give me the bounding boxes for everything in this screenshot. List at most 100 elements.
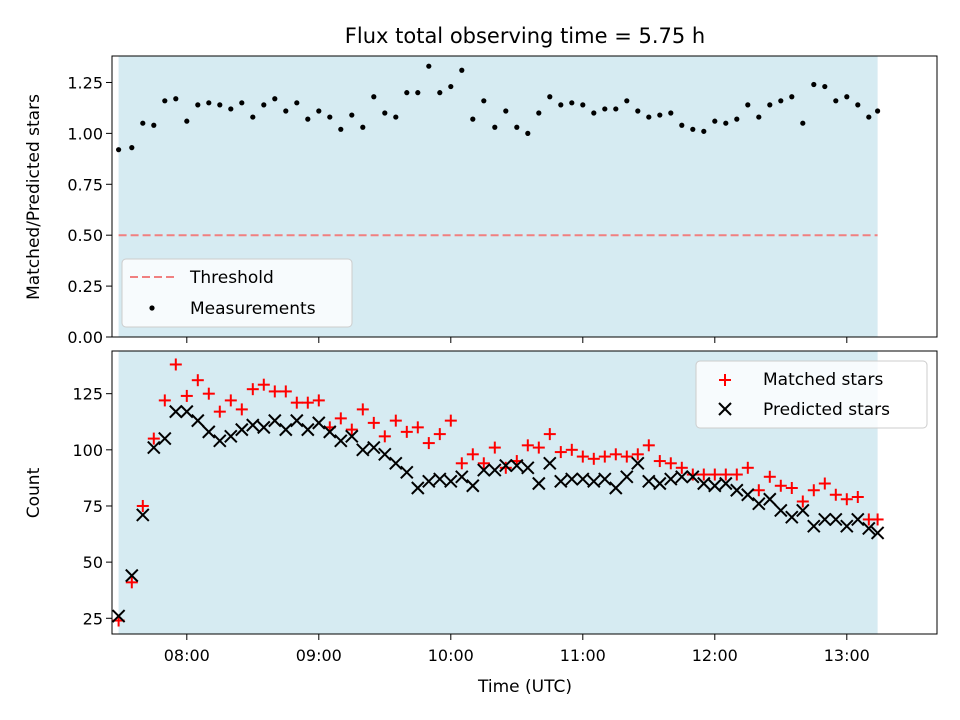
predicted-star-point: [521, 461, 535, 475]
predicted-star-point: [620, 470, 634, 484]
measurement-point: [833, 98, 839, 104]
predicted-star-point: [870, 526, 885, 540]
matched-star-point: [598, 450, 611, 463]
matched-star-point: [730, 468, 743, 481]
predicted-star-point: [312, 416, 326, 430]
predicted-star-point: [257, 420, 271, 435]
predicted-star-point: [191, 413, 205, 428]
predicted-star-point: [653, 476, 667, 491]
matched-star-point: [422, 437, 435, 450]
matched-star-point: [312, 394, 325, 407]
measurement-point: [184, 118, 190, 124]
measurement-point: [778, 98, 784, 104]
top-legend: Threshold Measurements: [121, 258, 353, 328]
legend-threshold-label: Threshold: [189, 268, 274, 288]
matched-star-point: [301, 396, 314, 409]
matched-star-point: [697, 468, 710, 481]
measurement-point: [283, 108, 289, 114]
matched-star-point: [158, 394, 171, 407]
predicted-star-point: [213, 434, 227, 448]
measurement-point: [547, 94, 553, 100]
predicted-star-point: [411, 481, 425, 495]
bottom-xtick-label: 13:00: [824, 646, 870, 665]
predicted-star-point: [598, 472, 612, 486]
predicted-star-point: [279, 422, 293, 437]
matched-star-point: [499, 461, 512, 474]
measurement-point: [140, 120, 146, 126]
matched-star-point: [378, 430, 391, 443]
measurement-point: [514, 124, 520, 130]
predicted-star-point: [862, 521, 876, 536]
matched-star-point: [466, 448, 479, 461]
matched-star-point: [675, 461, 688, 474]
top-ytick-label: 0.75: [67, 175, 103, 194]
measurement-point: [811, 81, 817, 88]
predicted-star-point: [433, 472, 447, 486]
figure-title: Flux total observing time = 5.75 h: [345, 24, 705, 48]
measurement-point: [712, 118, 718, 124]
predicted-star-point: [829, 512, 843, 527]
matched-star-point: [334, 412, 347, 425]
predicted-star-point: [708, 479, 722, 493]
top-panel-ratio: 0.00 0.25 0.50 0.75 1.00 1.25 Matched/Predict…: [24, 55, 938, 347]
predicted-star-point: [455, 470, 469, 484]
measurement-point: [250, 114, 256, 120]
matched-star-point: [235, 403, 248, 416]
measurement-point: [272, 96, 278, 102]
matched-star-point: [532, 441, 545, 454]
legend-predicted-label: Predicted stars: [763, 400, 890, 420]
predicted-star-point: [840, 519, 854, 533]
predicted-star-point: [422, 474, 436, 488]
predicted-star-point: [609, 481, 623, 495]
matched-star-point: [708, 468, 721, 481]
top-ytick-label: 0.00: [67, 328, 103, 347]
predicted-star-point: [224, 429, 238, 444]
predicted-star-point: [301, 422, 315, 437]
predicted-star-point: [180, 404, 194, 419]
measurement-point: [646, 114, 652, 120]
bottom-ytick-label: 25: [83, 609, 103, 628]
predicted-star-point: [631, 456, 645, 471]
measurement-point: [437, 90, 443, 96]
matched-star-point: [587, 452, 600, 465]
predicted-star-point: [752, 497, 766, 511]
measurement-point: [162, 98, 168, 104]
measurement-point: [151, 122, 157, 128]
measurement-point: [800, 120, 806, 126]
matched-star-point: [840, 493, 853, 506]
predicted-star-point: [697, 476, 711, 491]
measurement-point: [679, 122, 685, 128]
matched-star-point: [411, 421, 424, 434]
matched-star-point: [851, 490, 864, 503]
predicted-star-point: [378, 447, 392, 462]
measurement-point: [503, 108, 509, 114]
bottom-xtick-label: 08:00: [164, 646, 210, 665]
matched-star-point: [290, 396, 303, 409]
measurement-point: [580, 102, 586, 108]
matched-star-point: [818, 477, 831, 490]
matched-star-point: [664, 457, 677, 470]
matched-star-point: [433, 428, 446, 441]
predicted-star-point: [136, 508, 150, 522]
measurement-point: [602, 106, 608, 112]
measurement-point: [459, 67, 465, 73]
measurement-point: [668, 110, 674, 116]
matched-star-point: [554, 446, 567, 459]
matched-star-point: [763, 470, 776, 483]
bottom-xtick-label: 11:00: [560, 646, 606, 665]
predicted-star-point: [675, 470, 689, 484]
matched-star-point: [543, 428, 556, 441]
bottom-legend: Matched stars Predicted stars: [695, 360, 928, 429]
matched-star-point: [796, 495, 809, 508]
predicted-star-point: [565, 472, 579, 486]
predicted-star-point: [111, 609, 126, 623]
matched-star-point: [367, 416, 380, 429]
predicted-star-point: [730, 483, 744, 497]
bottom-panel-counts: 25 50 75 100 125 08:00 09:00 10:00 11:00 12:00 13…: [24, 350, 938, 697]
measurement-point: [228, 106, 234, 112]
measurement-point: [789, 94, 795, 100]
predicted-star-point: [169, 404, 183, 419]
measurement-point: [734, 116, 740, 122]
bottom-ytick-label: 50: [83, 553, 103, 572]
predicted-star-point: [147, 440, 161, 455]
